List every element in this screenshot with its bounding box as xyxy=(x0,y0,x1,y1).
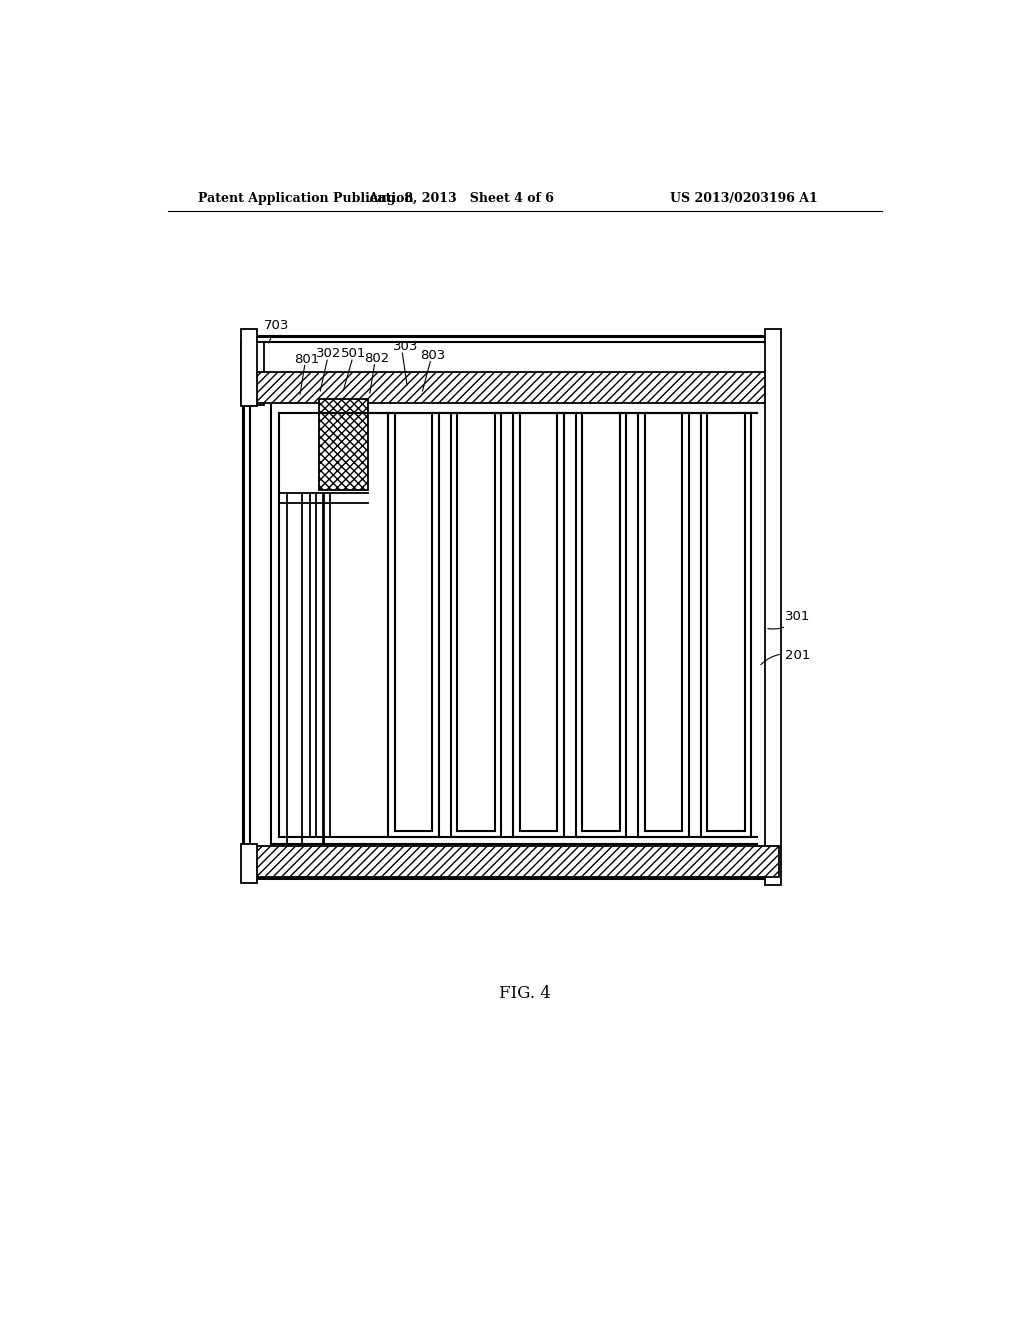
Bar xyxy=(241,843,257,883)
Bar xyxy=(765,330,780,884)
Text: 201: 201 xyxy=(761,649,811,665)
Text: FIG. 4: FIG. 4 xyxy=(499,985,551,1002)
Bar xyxy=(243,372,779,404)
Bar xyxy=(250,342,772,871)
Text: 802: 802 xyxy=(365,351,389,364)
Text: 303: 303 xyxy=(393,341,419,354)
Text: 501: 501 xyxy=(341,347,367,360)
Bar xyxy=(241,342,264,405)
Text: US 2013/0203196 A1: US 2013/0203196 A1 xyxy=(671,191,818,205)
Text: Patent Application Publication: Patent Application Publication xyxy=(198,191,414,205)
Text: 801: 801 xyxy=(294,352,319,366)
Text: 301: 301 xyxy=(768,610,811,630)
Bar xyxy=(243,335,779,878)
Bar xyxy=(318,400,369,490)
Text: 302: 302 xyxy=(316,347,342,360)
Text: 703: 703 xyxy=(263,319,289,343)
Bar xyxy=(241,330,257,405)
Text: Aug. 8, 2013   Sheet 4 of 6: Aug. 8, 2013 Sheet 4 of 6 xyxy=(369,191,554,205)
Text: 803: 803 xyxy=(420,348,445,362)
Bar xyxy=(243,846,779,876)
